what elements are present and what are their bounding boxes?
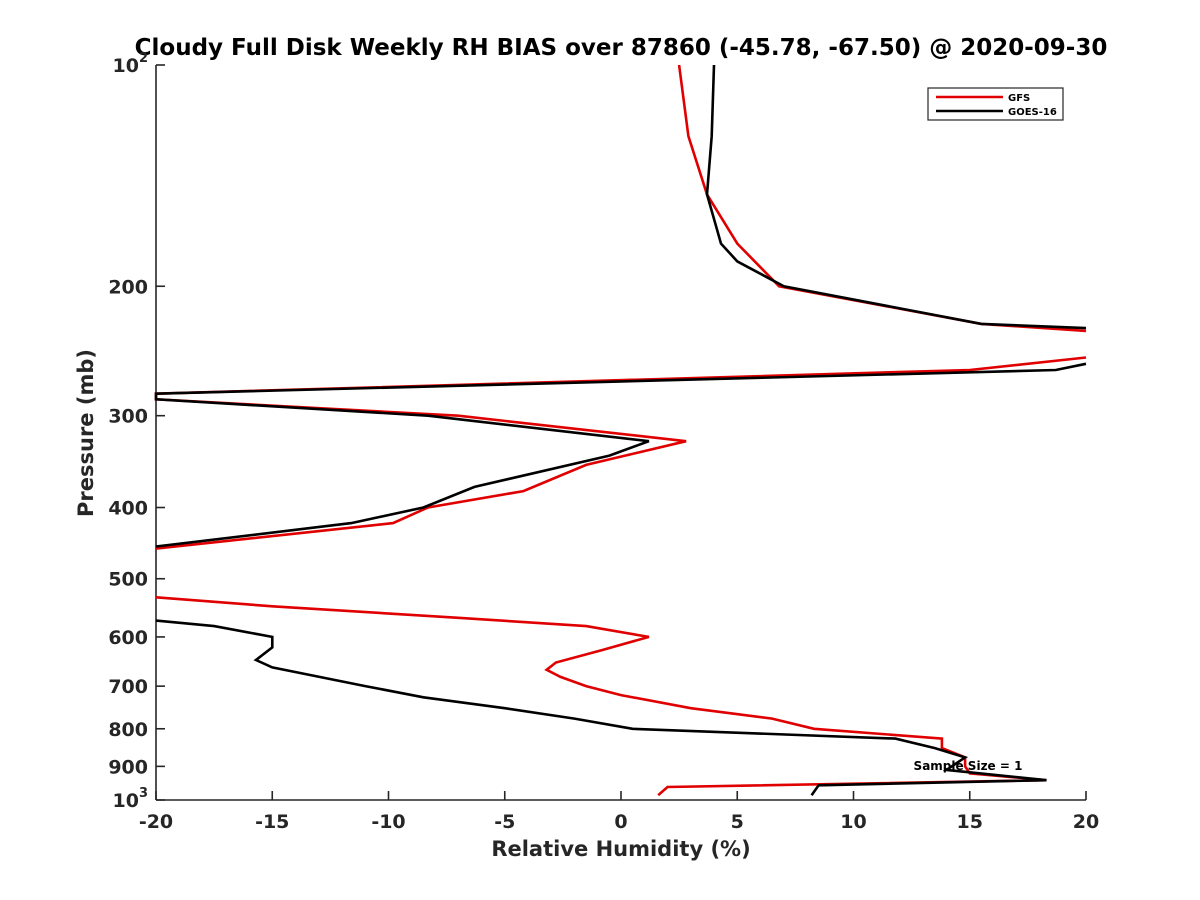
y-tick-label: 102	[113, 51, 149, 77]
y-tick-label: 200	[108, 276, 148, 298]
series-layer	[154, 64, 1087, 797]
x-tick-label: 10	[840, 811, 866, 833]
y-tick-label: 300	[108, 406, 148, 428]
legend-label-goes16: GOES-16	[1008, 107, 1057, 118]
x-tick-label: 15	[957, 811, 983, 833]
legend-label-gfs: GFS	[1008, 93, 1030, 104]
x-axis-label: Relative Humidity (%)	[491, 837, 750, 861]
y-tick-label: 700	[108, 676, 148, 698]
y-tick-label: 900	[108, 756, 148, 778]
x-tick-label: -20	[139, 811, 173, 833]
x-tick-label: 0	[614, 811, 627, 833]
y-tick-label: 103	[113, 786, 149, 812]
x-ticks: -20 -15 -10 -5 0 5 10 15 20	[139, 791, 1099, 833]
y-tick-label: 500	[108, 569, 148, 591]
chart-title: Cloudy Full Disk Weekly RH BIAS over 878…	[135, 35, 1108, 61]
x-tick-label: -15	[255, 811, 289, 833]
y-ticks: 102 200 300 400 500 600 700 800 900 103	[108, 51, 165, 812]
y-axis-label: Pressure (mb)	[74, 349, 98, 517]
series-line-goes16	[154, 64, 1087, 796]
x-tick-label: 5	[731, 811, 744, 833]
y-tick-label: 800	[108, 719, 148, 741]
y-tick-label: 600	[108, 627, 148, 649]
legend: GFS GOES-16	[927, 87, 1064, 121]
y-tick-label: 400	[108, 498, 148, 520]
x-tick-label: -5	[494, 811, 515, 833]
x-tick-label: -10	[371, 811, 405, 833]
x-tick-label: 20	[1073, 811, 1099, 833]
sample-size-annotation: Sample Size = 1	[914, 759, 1023, 773]
legend-box	[927, 87, 1064, 121]
